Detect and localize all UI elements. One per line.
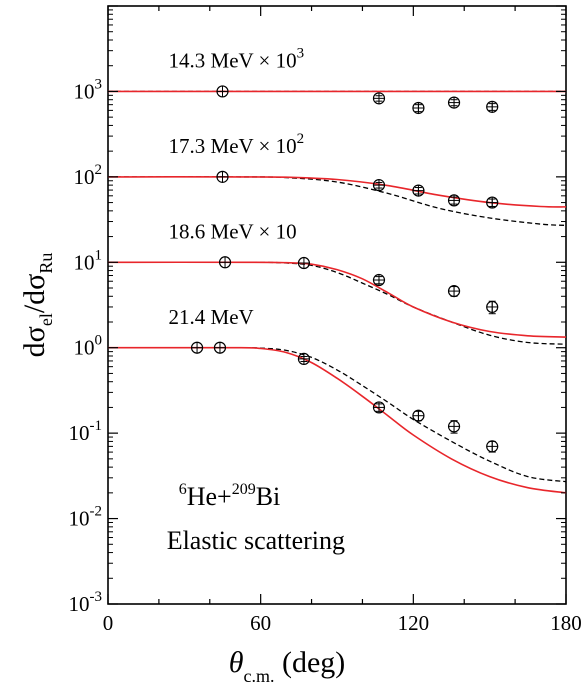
series-label-0: 14.3 MeV × 103 [169,46,305,73]
point-marker [447,284,461,298]
data-point-3 [190,341,204,354]
series-label-3: 21.4 MeV [169,305,254,329]
data-point-2 [486,300,499,315]
data-point-0 [486,100,499,113]
data-point-3 [486,440,499,453]
data-point-2 [218,256,232,269]
point-marker [372,92,386,105]
y-tick-label: 10-3 [69,589,103,616]
dashed-curve-2 [107,261,567,345]
data-point-1 [447,194,461,207]
point-marker [297,256,311,270]
data-point-0 [447,96,461,109]
red-curve-2 [107,261,567,338]
point-marker [213,341,227,354]
annotation-reaction: 6He+209Bi [179,481,281,511]
x-tick-label: 120 [398,611,430,635]
data-point-1 [372,179,386,192]
y-tick-label: 10-2 [69,504,103,531]
data-point-1 [486,196,499,209]
point-marker [486,300,499,314]
y-tick-label: 10-1 [69,418,103,445]
point-marker [412,409,425,422]
point-marker [447,194,461,207]
x-tick-label: 60 [250,611,271,635]
point-marker [372,401,386,414]
point-marker [486,440,499,453]
data-point-0 [216,85,229,98]
series-label-2: 18.6 MeV × 10 [169,219,297,243]
y-tick-label: 101 [74,247,103,274]
data-point-0 [412,101,425,115]
y-tick-label: 100 [74,333,103,360]
point-marker [216,170,229,183]
point-marker [412,101,425,115]
point-marker [216,85,229,98]
x-tick-label: 180 [550,611,582,635]
point-marker [218,256,232,269]
red-curve-3 [107,346,567,494]
data-point-1 [412,184,425,197]
point-marker [486,196,499,209]
data-point-1 [216,170,229,183]
point-marker [447,420,461,433]
x-axis-label: θc.m. (deg) [229,646,346,686]
data-point-0 [372,92,386,105]
y-axis-label: dσel/dσRu [18,253,56,358]
dashed-curve-1 [107,176,567,227]
point-marker [190,341,204,354]
point-marker [297,352,311,365]
point-marker [372,179,386,192]
point-marker [447,96,461,109]
x-tick-label: 0 [103,611,114,635]
data-point-3 [447,420,461,434]
y-tick-label: 102 [74,162,103,189]
data-point-2 [297,256,311,270]
data-point-3 [213,341,227,354]
annotation-description: Elastic scattering [167,526,345,555]
dashed-curve-3 [107,347,567,483]
data-point-3 [412,409,425,422]
point-marker [486,100,499,113]
series-label-1: 17.3 MeV × 102 [169,131,305,158]
point-marker [372,273,386,287]
plot-frame [107,5,567,605]
y-tick-label: 103 [74,76,103,103]
point-marker [412,184,425,197]
data-point-2 [447,284,461,298]
data-point-3 [297,352,311,365]
data-point-2 [372,273,386,287]
data-point-3 [372,401,386,414]
